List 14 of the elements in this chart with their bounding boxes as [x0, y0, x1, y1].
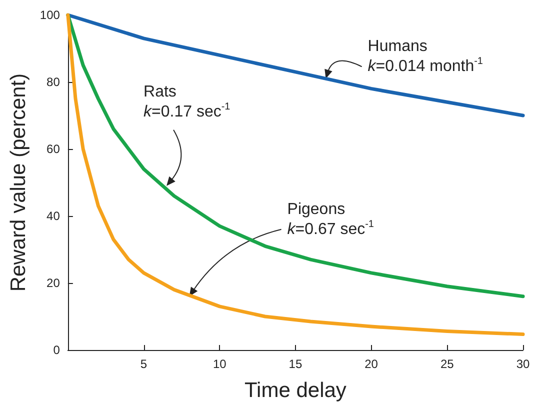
x-tick-label: 10	[212, 357, 227, 371]
y-tick-label: 40	[46, 209, 60, 223]
y-tick-label: 100	[40, 8, 60, 22]
y-tick-label: 0	[53, 343, 60, 357]
y-tick-label: 80	[46, 75, 60, 89]
x-axis-title: Time delay	[244, 379, 347, 402]
x-tick-label: 5	[140, 357, 148, 371]
x-tick-label: 25	[440, 357, 454, 371]
y-tick-label: 60	[46, 142, 60, 156]
y-tick-label: 20	[46, 276, 60, 290]
x-tick-label: 30	[516, 357, 530, 371]
x-tick-label: 20	[364, 357, 378, 371]
y-axis-title: Reward value (percent)	[7, 73, 30, 292]
x-tick-label: 15	[288, 357, 302, 371]
